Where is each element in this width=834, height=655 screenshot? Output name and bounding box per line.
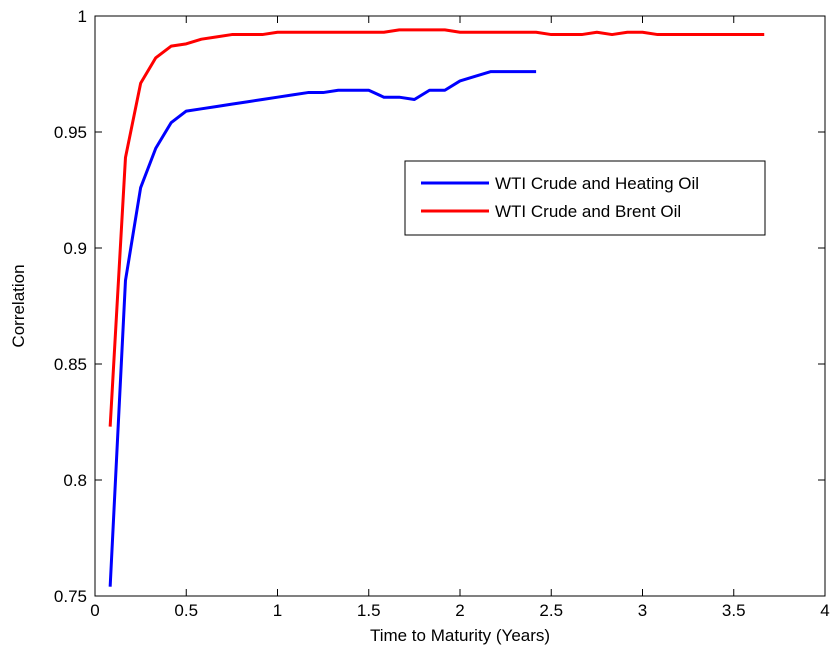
legend-box — [404, 160, 766, 236]
y-tick-label: 0.8 — [63, 471, 87, 490]
x-tick-label: 3.5 — [722, 601, 746, 620]
series-line-1 — [108, 28, 765, 427]
legend-label-brent-oil: WTI Crude and Brent Oil — [495, 202, 681, 221]
y-tick-label: 0.9 — [63, 239, 87, 258]
x-tick-label: 3 — [638, 601, 647, 620]
y-tick-label: 0.95 — [54, 123, 87, 142]
y-tick-label: 0.75 — [54, 587, 87, 606]
plot-area — [95, 16, 825, 596]
ticks-layer: 0 0.5 1 1.5 2 2.5 3 3.5 4 0.75 0.8 0.85 0.9 0.95 1 — [54, 7, 830, 620]
series-layer — [108, 28, 765, 587]
x-tick-label: 2.5 — [539, 601, 563, 620]
x-tick-label: 2 — [455, 601, 464, 620]
y-tick-label: 0.85 — [54, 355, 87, 374]
x-tick-label: 0.5 — [174, 601, 198, 620]
legend: WTI Crude and Heating Oil WTI Crude and … — [404, 160, 766, 236]
series-line-0 — [108, 70, 537, 587]
x-tick-label: 4 — [820, 601, 829, 620]
x-tick-label: 1 — [273, 601, 282, 620]
x-tick-label: 0 — [90, 601, 99, 620]
y-axis-title: Correlation — [9, 264, 28, 347]
x-tick-label: 1.5 — [357, 601, 381, 620]
y-tick-label: 1 — [78, 7, 87, 26]
x-axis-title: Time to Maturity (Years) — [370, 626, 550, 645]
legend-label-heating-oil: WTI Crude and Heating Oil — [495, 174, 699, 193]
